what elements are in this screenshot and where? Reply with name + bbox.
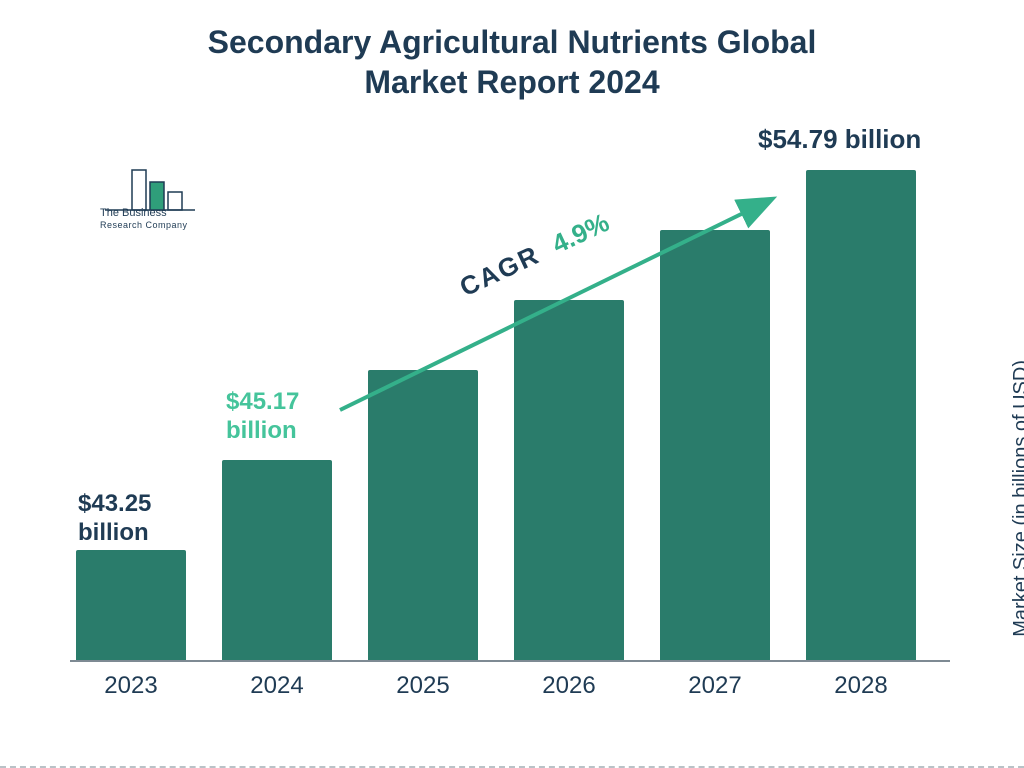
value-label-2023: $43.25 billion	[78, 490, 151, 548]
value-2024-top: $45.17	[226, 388, 299, 415]
value-2023-top: $43.25	[78, 490, 151, 517]
bar-2024	[222, 460, 332, 660]
xlabel-2027: 2027	[660, 672, 770, 700]
xlabel-2025: 2025	[368, 672, 478, 700]
xlabel-2024: 2024	[222, 672, 332, 700]
page-title: Secondary Agricultural Nutrients Global …	[0, 22, 1024, 102]
bar-2028	[806, 170, 916, 660]
xlabel-2028: 2028	[806, 672, 916, 700]
value-2024-bottom: billion	[226, 417, 297, 444]
cagr-arrow	[330, 180, 800, 430]
title-line1: Secondary Agricultural Nutrients Global	[208, 24, 817, 60]
value-label-2028: $54.79 billion	[758, 124, 921, 155]
title-line2: Market Report 2024	[364, 64, 659, 100]
bar-2023	[76, 550, 186, 660]
value-2023-bottom: billion	[78, 519, 149, 546]
x-axis-line	[70, 660, 950, 662]
xlabel-2023: 2023	[76, 672, 186, 700]
x-axis-labels: 2023 2024 2025 2026 2027 2028	[70, 672, 950, 702]
value-2028: $54.79 billion	[758, 124, 921, 154]
value-label-2024: $45.17 billion	[226, 388, 299, 446]
xlabel-2026: 2026	[514, 672, 624, 700]
chart-container: Secondary Agricultural Nutrients Global …	[0, 0, 1024, 768]
y-axis-label: Market Size (in billions of USD)	[1010, 360, 1024, 637]
